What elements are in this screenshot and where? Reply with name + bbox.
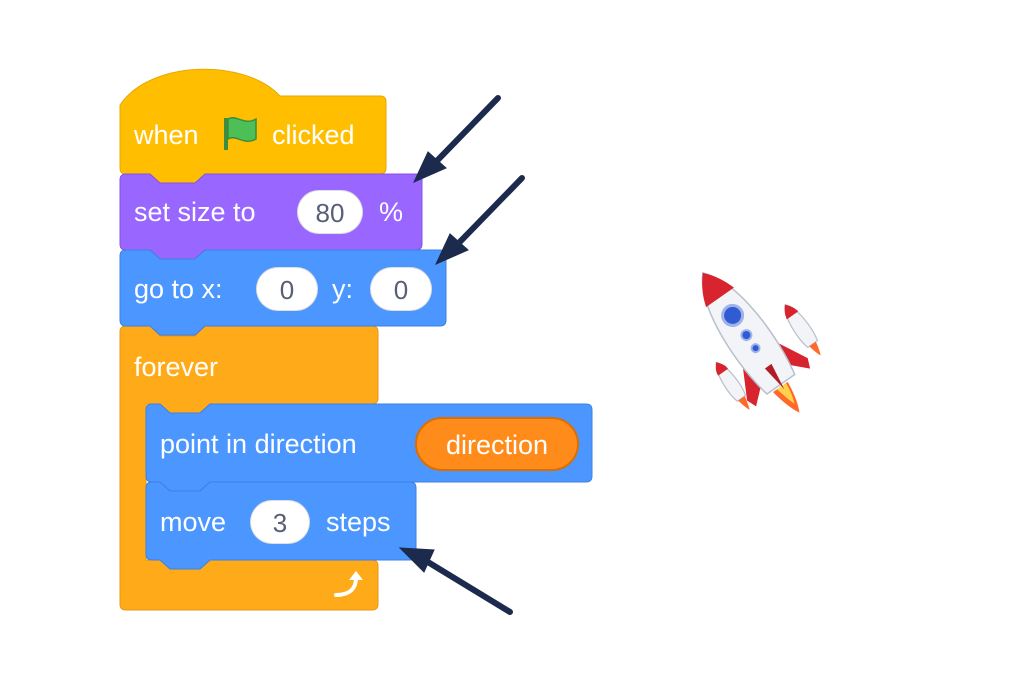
annotation-arrow-icon [398,547,513,615]
repeat-arrow-icon [334,571,363,597]
forever-label: forever [134,352,219,382]
size-unit-label: % [379,197,404,227]
y-label: y: [332,274,354,304]
set-size-label: set size to [134,197,256,227]
annotation-arrow-icon [434,175,525,265]
y-value-input[interactable]: 0 [370,267,432,311]
steps-unit-label: steps [326,507,391,537]
rocket-booster [784,303,821,356]
size-value-input[interactable]: 80 [297,190,363,234]
x-value-input[interactable]: 0 [256,267,318,311]
go-to-label: go to x: [134,274,223,304]
annotation-arrow-icon [412,95,501,183]
clicked-label: clicked [272,120,355,150]
move-label: move [160,507,227,537]
green-flag-icon [224,117,257,150]
point-in-direction-label: point in direction [160,429,357,459]
steps-value-input[interactable]: 3 [250,500,310,544]
when-label: when [134,120,199,150]
direction-reporter[interactable]: direction [415,417,579,471]
rocket-icon [701,271,811,413]
rocket-booster [715,361,750,410]
